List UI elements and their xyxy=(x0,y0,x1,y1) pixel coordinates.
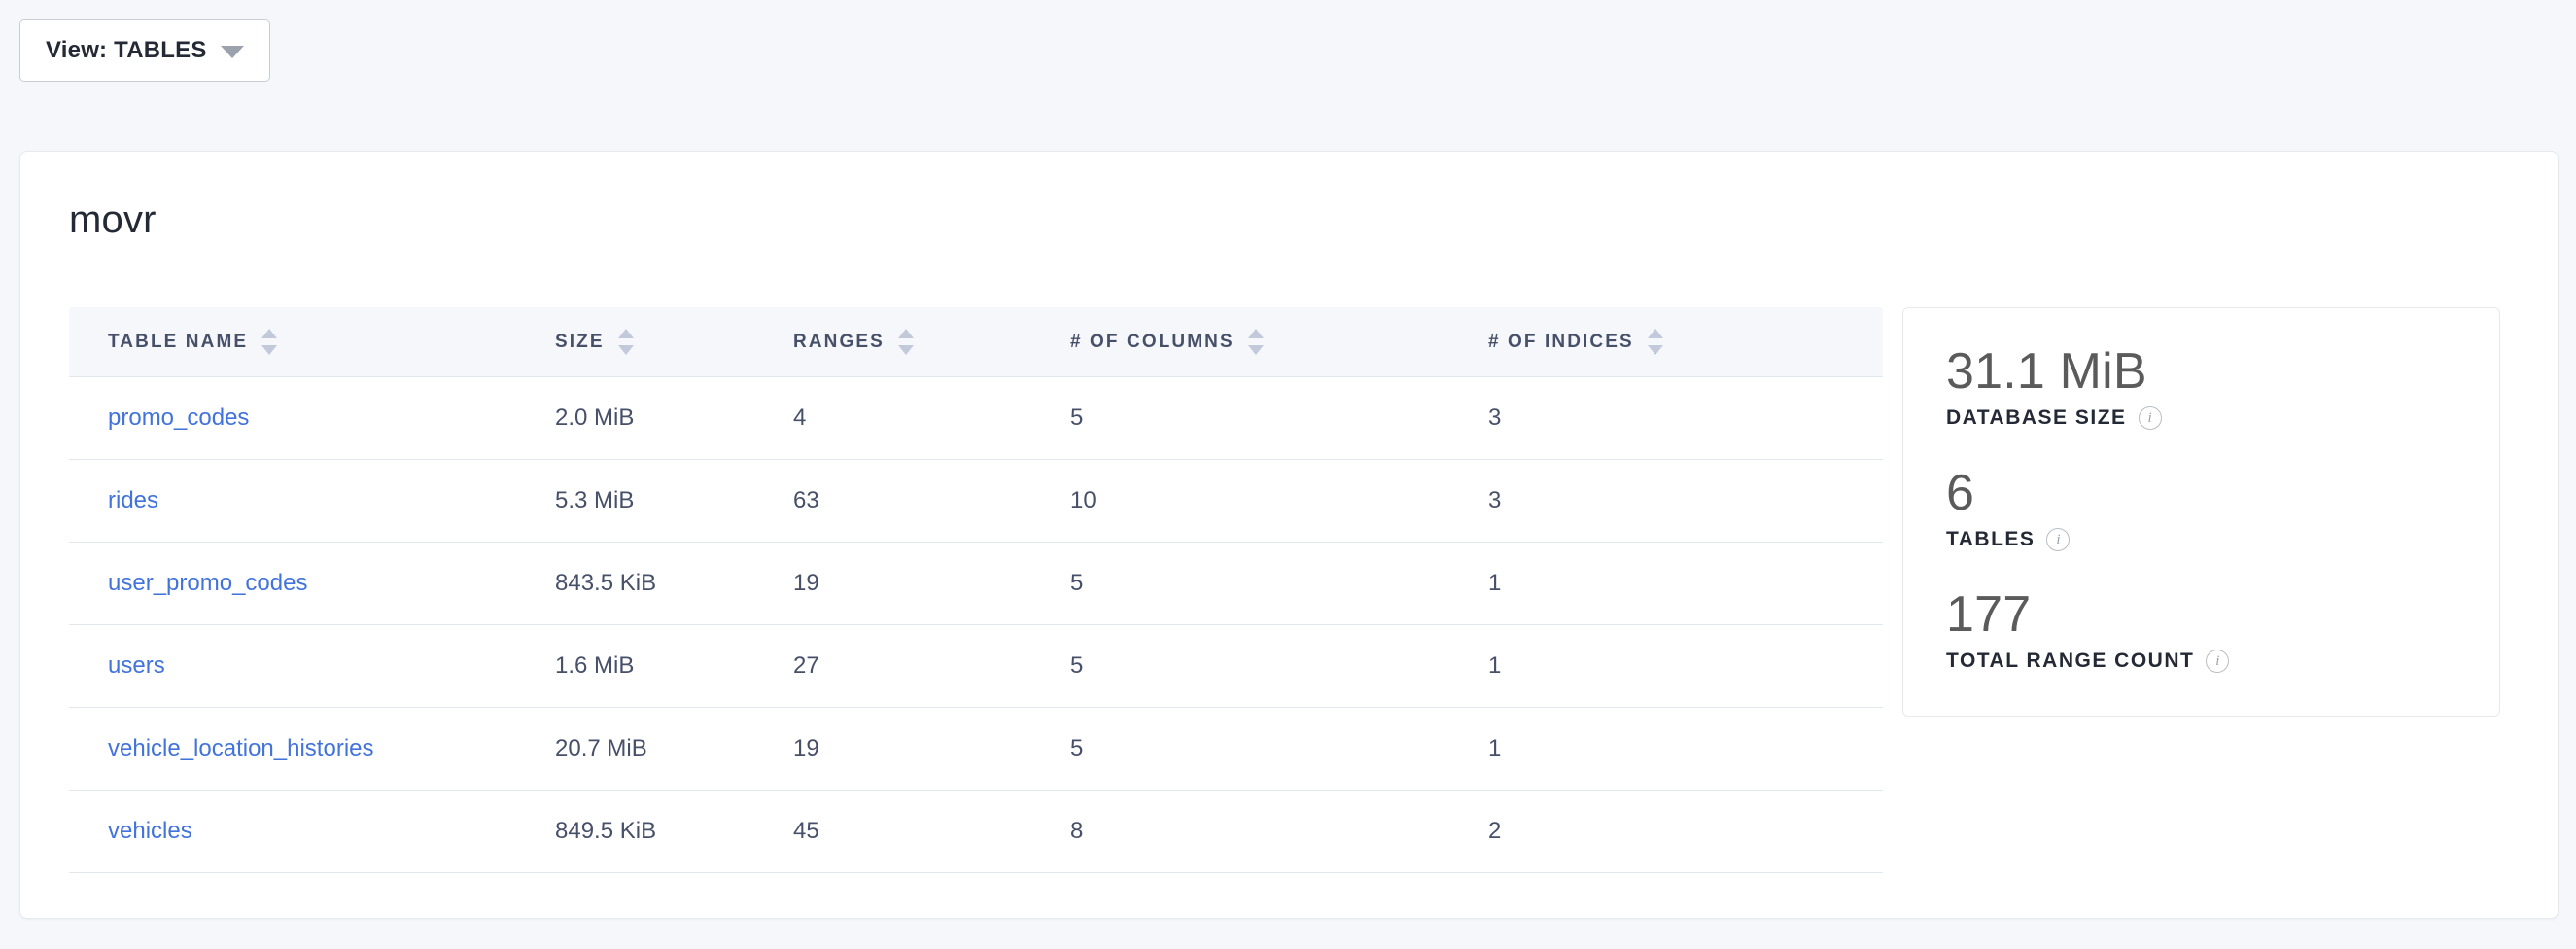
database-card: movr TABLE NAME xyxy=(19,151,2559,919)
database-name-heading: movr xyxy=(69,198,157,241)
table-row: users 1.6 MiB 27 5 1 xyxy=(69,624,1883,708)
info-circle-icon[interactable]: i xyxy=(2206,650,2230,674)
table-cell-size: 5.3 MiB xyxy=(555,459,793,543)
table-cell-columns: 5 xyxy=(1070,376,1488,460)
table-cell-ranges: 27 xyxy=(793,624,1070,708)
tables-table-container: TABLE NAME SIZE xyxy=(69,307,1883,873)
table-head: TABLE NAME SIZE xyxy=(69,307,1883,377)
sort-arrows-icon[interactable] xyxy=(1247,329,1264,355)
sort-arrows-icon[interactable] xyxy=(897,329,914,355)
sort-arrows-icon[interactable] xyxy=(1647,329,1663,355)
column-header-label: RANGES xyxy=(793,331,885,352)
table-cell-indices: 3 xyxy=(1488,459,1883,543)
table-cell-ranges: 19 xyxy=(793,707,1070,791)
table-cell-indices: 3 xyxy=(1488,376,1883,460)
column-header-ranges[interactable]: RANGES xyxy=(793,307,1070,377)
stat-total-range-count: 177 TOTAL RANGE COUNT i xyxy=(1946,586,2499,674)
column-header-num-indices[interactable]: # OF INDICES xyxy=(1488,307,1883,377)
table-cell-name: rides xyxy=(69,459,555,543)
table-cell-indices: 1 xyxy=(1488,542,1883,625)
stat-tables: 6 TABLES i xyxy=(1946,465,2499,552)
table-cell-indices: 1 xyxy=(1488,624,1883,708)
stat-value: 6 xyxy=(1946,465,1975,522)
table-cell-columns: 8 xyxy=(1070,790,1488,873)
table-cell-name: user_promo_codes xyxy=(69,542,555,625)
table-cell-name: vehicle_location_histories xyxy=(69,707,555,791)
table-cell-columns: 5 xyxy=(1070,624,1488,708)
table-cell-name: users xyxy=(69,624,555,708)
table-cell-name: vehicles xyxy=(69,790,555,873)
stat-label: TOTAL RANGE COUNT xyxy=(1946,650,2195,673)
view-dropdown-label: View: TABLES xyxy=(46,37,207,63)
table-cell-size: 2.0 MiB xyxy=(555,376,793,460)
stat-value: 31.1 MiB xyxy=(1946,343,2147,400)
table-name-link[interactable]: vehicle_location_histories xyxy=(108,735,374,761)
table-cell-size: 849.5 KiB xyxy=(555,790,793,873)
column-header-table-name[interactable]: TABLE NAME xyxy=(69,307,555,377)
toolbar: View: TABLES xyxy=(19,18,270,84)
table-cell-indices: 1 xyxy=(1488,707,1883,791)
database-summary-panel: 31.1 MiB DATABASE SIZE i 6 TABLES i 177 xyxy=(1902,307,2500,718)
column-header-label: # OF INDICES xyxy=(1488,331,1634,352)
table-cell-ranges: 63 xyxy=(793,459,1070,543)
table-row: promo_codes 2.0 MiB 4 5 3 xyxy=(69,376,1883,460)
table-name-link[interactable]: user_promo_codes xyxy=(108,570,308,596)
column-header-label: # OF COLUMNS xyxy=(1070,331,1235,352)
stat-database-size: 31.1 MiB DATABASE SIZE i xyxy=(1946,343,2499,431)
table-cell-name: promo_codes xyxy=(69,376,555,460)
table-name-link[interactable]: users xyxy=(108,652,165,679)
info-circle-icon[interactable]: i xyxy=(2138,406,2162,431)
card-content: TABLE NAME SIZE xyxy=(69,307,2509,873)
info-circle-icon[interactable]: i xyxy=(2046,528,2071,552)
table-cell-columns: 5 xyxy=(1070,707,1488,791)
table-row: vehicle_location_histories 20.7 MiB 19 5… xyxy=(69,707,1883,791)
table-cell-indices: 2 xyxy=(1488,790,1883,873)
table-cell-columns: 5 xyxy=(1070,542,1488,625)
table-row: rides 5.3 MiB 63 10 3 xyxy=(69,459,1883,543)
table-row: vehicles 849.5 KiB 45 8 2 xyxy=(69,790,1883,873)
table-cell-size: 20.7 MiB xyxy=(555,707,793,791)
column-header-size[interactable]: SIZE xyxy=(555,307,793,377)
table-name-link[interactable]: vehicles xyxy=(108,818,192,844)
table-name-link[interactable]: promo_codes xyxy=(108,404,250,431)
sort-arrows-icon[interactable] xyxy=(261,329,278,355)
column-header-label: SIZE xyxy=(555,331,605,352)
table-cell-columns: 10 xyxy=(1070,459,1488,543)
view-dropdown-button[interactable]: View: TABLES xyxy=(19,19,270,82)
stat-label: TABLES xyxy=(1946,528,2036,551)
sort-arrows-icon[interactable] xyxy=(617,329,634,355)
table-row: user_promo_codes 843.5 KiB 19 5 1 xyxy=(69,542,1883,625)
stat-value: 177 xyxy=(1946,586,2032,644)
chevron-down-icon xyxy=(220,46,244,58)
table-name-link[interactable]: rides xyxy=(108,487,159,513)
table-header-row: TABLE NAME SIZE xyxy=(69,307,1883,377)
table-cell-size: 1.6 MiB xyxy=(555,624,793,708)
stat-label: DATABASE SIZE xyxy=(1946,406,2127,430)
table-cell-size: 843.5 KiB xyxy=(555,542,793,625)
table-cell-ranges: 45 xyxy=(793,790,1070,873)
table-cell-ranges: 19 xyxy=(793,542,1070,625)
column-header-label: TABLE NAME xyxy=(108,331,249,352)
column-header-num-columns[interactable]: # OF COLUMNS xyxy=(1070,307,1488,377)
table-body: promo_codes 2.0 MiB 4 5 3 rides 5.3 MiB … xyxy=(69,376,1883,873)
table-cell-ranges: 4 xyxy=(793,376,1070,460)
tables-table: TABLE NAME SIZE xyxy=(69,307,1883,873)
